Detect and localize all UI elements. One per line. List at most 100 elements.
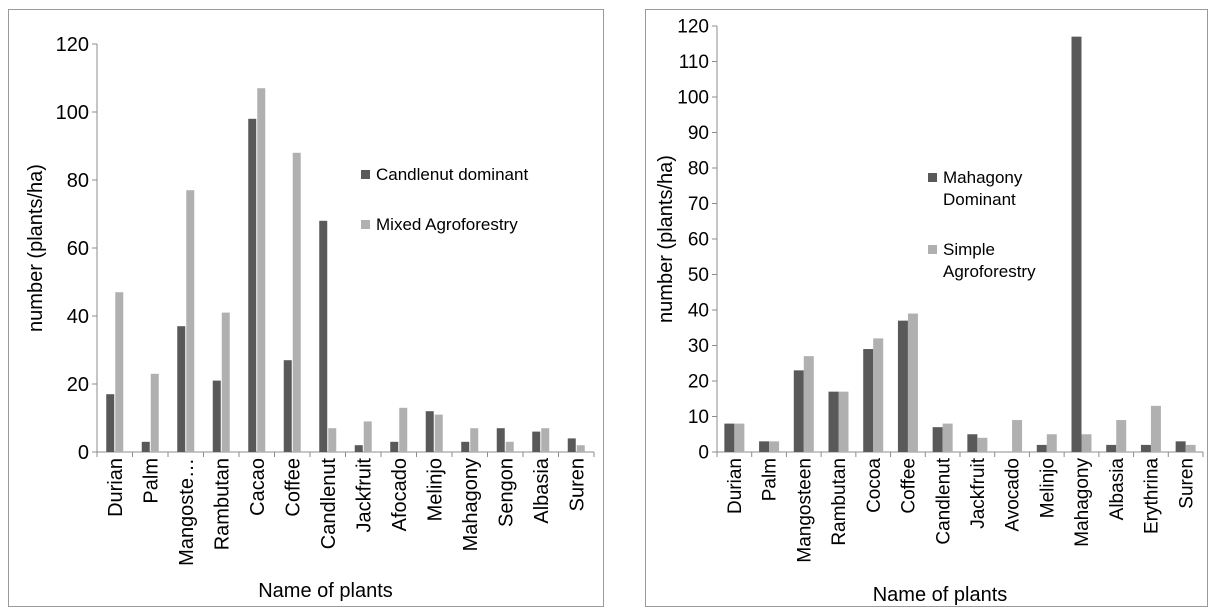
bar-dark-12 xyxy=(532,431,541,452)
y-axis-title: number (plants/ha) xyxy=(655,155,677,323)
bar-light-5 xyxy=(907,313,918,452)
bar-dark-5 xyxy=(897,320,908,452)
category-label: Jackfruit xyxy=(353,458,375,533)
y-tick-label: 0 xyxy=(78,442,89,464)
bar-light-8 xyxy=(1012,420,1023,452)
bar-light-1 xyxy=(150,373,159,452)
bar-dark-0 xyxy=(724,423,735,452)
bar-light-8 xyxy=(399,407,408,452)
category-label: Mahagony xyxy=(1072,458,1093,547)
bar-light-12 xyxy=(541,428,550,452)
category-label: Mahagony xyxy=(460,458,482,551)
bar-dark-13 xyxy=(1175,441,1186,452)
bar-dark-9 xyxy=(1036,444,1047,452)
category-label: Avocado xyxy=(1003,458,1024,532)
y-tick-label: 120 xyxy=(56,34,89,56)
category-label: Albasia xyxy=(531,457,553,523)
legend-swatch-0 xyxy=(361,170,370,179)
category-label: Rambutan xyxy=(829,458,850,546)
legend-swatch-1 xyxy=(361,220,370,229)
y-tick-label: 50 xyxy=(688,265,709,286)
chart-1-svg: 0 20 40 60 80 100 120 Durian Palm Mangoste… Rambut… xyxy=(25,34,595,602)
bar-light-13 xyxy=(1185,444,1196,452)
category-label: Palm xyxy=(140,458,162,504)
bar-dark-5 xyxy=(283,360,292,452)
category-label: Jackfruit xyxy=(968,457,989,528)
bar-light-2 xyxy=(186,190,195,452)
category-label: Sengon xyxy=(495,458,517,527)
bar-dark-0 xyxy=(106,394,115,452)
category-label: Durian xyxy=(725,458,746,514)
bar-light-10 xyxy=(1081,434,1092,452)
category-label: Durian xyxy=(105,458,127,517)
y-tick-label: 80 xyxy=(67,170,89,192)
bar-dark-11 xyxy=(1106,444,1117,452)
bar-light-1 xyxy=(769,441,780,452)
y-tick-label: 60 xyxy=(688,230,709,251)
y-tick-label: 40 xyxy=(688,301,709,322)
bar-light-0 xyxy=(734,423,745,452)
bar-light-0 xyxy=(115,292,124,452)
bar-dark-8 xyxy=(390,441,399,452)
bar-dark-9 xyxy=(425,411,434,452)
bar-light-3 xyxy=(221,312,230,452)
bar-light-2 xyxy=(803,356,814,452)
chart-2-svg: 0 10 20 30 40 50 60 70 80 90 100 110 120 Durian Palm Ma… xyxy=(655,17,1204,606)
y-tick-label: 120 xyxy=(677,17,709,38)
bar-light-12 xyxy=(1150,405,1161,452)
legend-swatch-1 xyxy=(928,245,937,254)
bar-dark-3 xyxy=(212,380,221,452)
category-label: Rambutan xyxy=(211,458,233,550)
legend-label-1: Mixed Agroforestry xyxy=(376,215,518,234)
y-tick-label: 90 xyxy=(688,123,709,144)
bar-dark-4 xyxy=(863,349,874,452)
category-label: Melinjo xyxy=(1037,458,1058,518)
bar-dark-13 xyxy=(567,438,576,452)
bar-dark-7 xyxy=(967,434,978,452)
bar-dark-3 xyxy=(828,391,839,452)
category-label: Albasia xyxy=(1107,458,1128,521)
bar-light-3 xyxy=(838,391,849,452)
legend-swatch-0 xyxy=(928,173,937,182)
bar-dark-1 xyxy=(759,441,770,452)
legend-label-0: Dominant xyxy=(943,190,1016,209)
x-axis-title: Name of plants xyxy=(258,580,393,602)
y-tick-label: 110 xyxy=(679,52,709,73)
bar-light-4 xyxy=(257,88,266,452)
legend-label-1: Simple xyxy=(943,240,995,259)
bar-light-6 xyxy=(328,428,337,452)
category-label: Erythrina xyxy=(1142,458,1163,534)
bar-light-11 xyxy=(1116,420,1127,452)
bar-light-10 xyxy=(470,428,479,452)
category-label: Suren xyxy=(566,458,588,511)
y-tick-label: 70 xyxy=(688,194,709,215)
bar-dark-12 xyxy=(1140,444,1151,452)
category-label: Mangosteen xyxy=(794,458,815,563)
bar-light-7 xyxy=(363,421,372,452)
category-label: Melinjo xyxy=(424,458,446,521)
bar-light-9 xyxy=(434,414,443,452)
bar-dark-6 xyxy=(319,220,328,452)
legend-label-0: Mahagony xyxy=(943,168,1023,187)
bar-dark-2 xyxy=(793,370,804,452)
category-label: Coffee xyxy=(282,458,304,517)
bar-light-5 xyxy=(292,152,301,453)
category-label: Candlenut xyxy=(318,458,340,550)
bar-dark-1 xyxy=(141,441,150,452)
y-tick-label: 20 xyxy=(67,374,89,396)
bar-dark-10 xyxy=(461,441,470,452)
bar-dark-7 xyxy=(354,445,363,452)
category-label: Afocado xyxy=(389,458,411,531)
category-label: Mangoste… xyxy=(176,458,198,566)
bar-dark-11 xyxy=(496,428,505,452)
bar-dark-2 xyxy=(177,326,186,452)
legend-label-1: Agroforestry xyxy=(943,262,1036,281)
chart-panel-candlenut: 0 20 40 60 80 100 120 Durian Palm Mangoste… Rambut… xyxy=(8,9,604,607)
y-tick-label: 80 xyxy=(688,159,709,180)
bar-light-4 xyxy=(873,338,884,452)
legend-label-0: Candlenut dominant xyxy=(376,165,528,184)
category-label: Candlenut xyxy=(933,457,954,544)
y-tick-label: 30 xyxy=(688,336,709,357)
category-label: Coffee xyxy=(899,458,920,514)
bar-light-13 xyxy=(576,445,585,452)
